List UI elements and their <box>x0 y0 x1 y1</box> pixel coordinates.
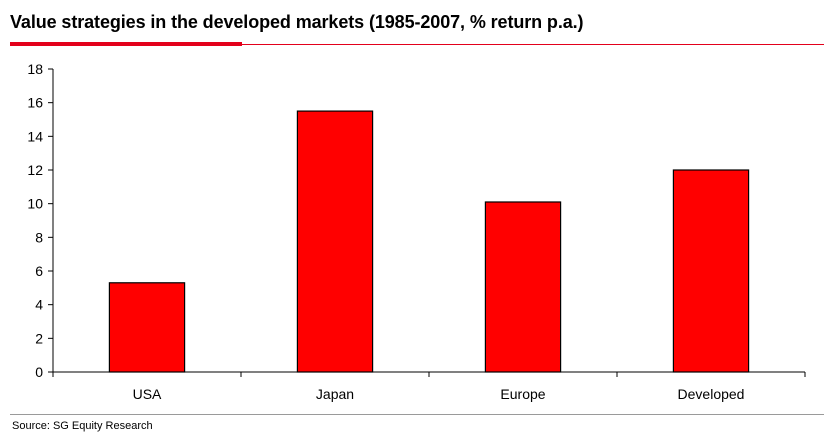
bar-chart: 0 2 4 6 8 10 12 14 16 18 USA Japan Europe Developed <box>27 61 806 402</box>
y-tick-label: 10 <box>27 196 43 212</box>
footer-rule <box>10 414 824 415</box>
y-axis: 0 2 4 6 8 10 12 14 16 18 <box>27 61 54 380</box>
y-tick-label: 8 <box>35 229 43 245</box>
y-tick-label: 0 <box>35 364 43 380</box>
bars <box>108 110 750 373</box>
bar-japan <box>296 110 374 373</box>
bar-usa <box>108 282 186 373</box>
bar-developed <box>672 169 750 373</box>
y-tick-label: 4 <box>35 297 43 313</box>
source-note: Source: SG Equity Research <box>12 420 153 432</box>
title-rule <box>10 44 824 45</box>
chart-title: Value strategies in the developed market… <box>10 12 584 32</box>
x-tick-label: Europe <box>500 386 545 402</box>
y-tick-label: 16 <box>27 95 43 111</box>
x-tick-label: Developed <box>678 386 745 402</box>
x-tick-label: Japan <box>316 386 354 402</box>
y-tick-label: 14 <box>27 128 43 144</box>
x-tick-label: USA <box>133 386 162 402</box>
y-tick-label: 2 <box>35 330 43 346</box>
title-accent-bar <box>10 42 242 46</box>
y-tick-label: 6 <box>35 263 43 279</box>
bar-europe <box>484 201 562 373</box>
x-axis: USA Japan Europe Developed <box>52 371 806 402</box>
y-tick-label: 12 <box>27 162 43 178</box>
y-tick-label: 18 <box>27 61 43 77</box>
